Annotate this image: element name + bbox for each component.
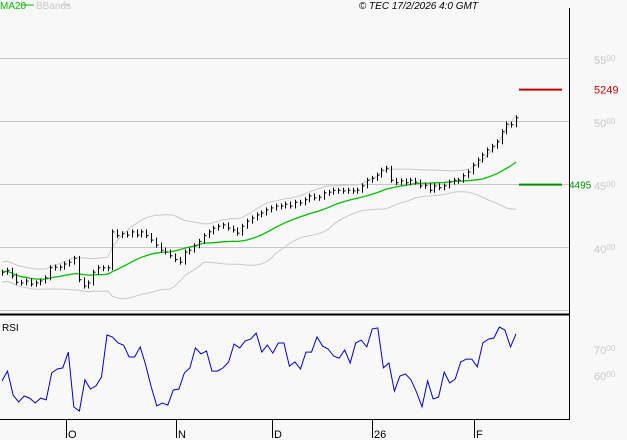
y-tick-label: 5000 [594,117,616,130]
rsi-tick-label: 7000 [594,344,616,357]
price-levels: 5249 4495 [519,85,618,192]
x-tick-label: 26 [374,429,386,440]
rsi-line [1,326,517,412]
price-grid [0,58,569,311]
y-tick-label: 4000 [594,243,616,256]
y-tick-label: 5500 [594,54,616,67]
ma-legend-label: MA20 [0,1,27,12]
rsi-title: RSI [2,323,19,334]
x-tick-label: O [68,429,77,440]
support-label: 4495 [569,181,592,192]
x-tick-label: N [178,429,186,440]
bollinger-bands [1,114,517,300]
rsi-tick-label: 6000 [594,370,616,383]
copyright-timestamp: © TEC 17/2/2026 4:0 GMT [359,1,479,12]
bband-upper [1,114,517,270]
y-tick-label: 4500 [594,180,616,193]
bb-legend-label: BBands [36,1,71,12]
rsi-panel: 7000 6000 [1,326,616,412]
price-bars [2,115,519,289]
resistance-label: 5249 [594,85,618,97]
price-axis: 5500 5000 4500 4000 [594,54,616,256]
x-tick-label: F [476,429,483,440]
bband-lower [1,191,517,300]
time-axis: O N D 26 F [66,420,483,440]
x-tick-label: D [274,429,282,440]
